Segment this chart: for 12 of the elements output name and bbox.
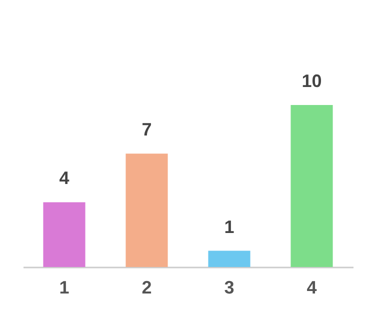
x-tick-label: 4 <box>306 278 317 298</box>
bar <box>208 250 250 267</box>
bar <box>126 154 168 267</box>
bar <box>290 105 333 267</box>
x-tick-label: 2 <box>142 278 152 298</box>
x-tick-label: 1 <box>59 278 70 298</box>
data-label: 10 <box>302 71 322 91</box>
x-tick-label: 3 <box>224 278 234 298</box>
data-label: 1 <box>224 216 234 237</box>
bar <box>43 202 86 267</box>
data-label: 4 <box>59 168 70 188</box>
data-label: 7 <box>142 120 152 140</box>
